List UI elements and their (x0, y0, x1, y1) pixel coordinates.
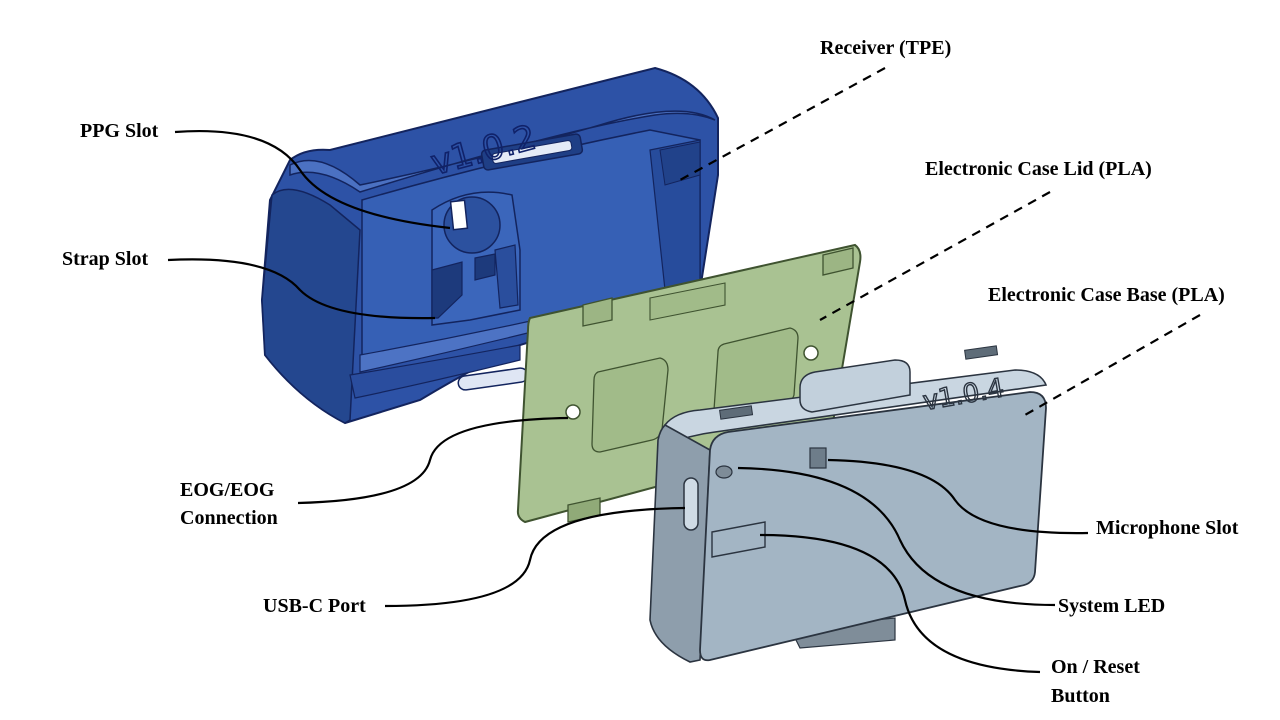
strap-slot-leader (167, 258, 436, 320)
ppg-slot-label: PPG Slot (80, 120, 159, 142)
eog-connection-leader (297, 416, 569, 505)
microphone-slot-leader (827, 458, 1089, 535)
on-reset-leader (759, 533, 1041, 674)
system-led-leader (737, 466, 1056, 607)
base-part: v1.0.4 (649, 345, 1048, 663)
receiver-label: Receiver (TPE) (820, 37, 951, 59)
strap-slot-label: Strap Slot (62, 248, 148, 270)
receiver-dashed-leader (679, 67, 886, 181)
lid-label: Electronic Case Lid (PLA) (925, 158, 1152, 180)
ppg-slot-leader (174, 130, 451, 230)
eog-connection-label-line1: EOG/EOG (180, 479, 275, 501)
base-label: Electronic Case Base (PLA) (988, 284, 1225, 306)
base-dashed-leader (1024, 314, 1201, 416)
eog-connection-label-line2: Connection (180, 507, 278, 529)
lid-dashed-leader (819, 191, 1051, 321)
receiver-part: v1.0.2 (260, 66, 719, 425)
on-reset-label-line2: Button (1051, 685, 1110, 707)
usb-c-port-label: USB-C Port (263, 595, 366, 617)
microphone-slot-label: Microphone Slot (1096, 517, 1239, 539)
usb-c-leader (384, 506, 686, 608)
system-led-label: System LED (1058, 595, 1165, 617)
on-reset-label-line1: On / Reset (1051, 656, 1140, 678)
